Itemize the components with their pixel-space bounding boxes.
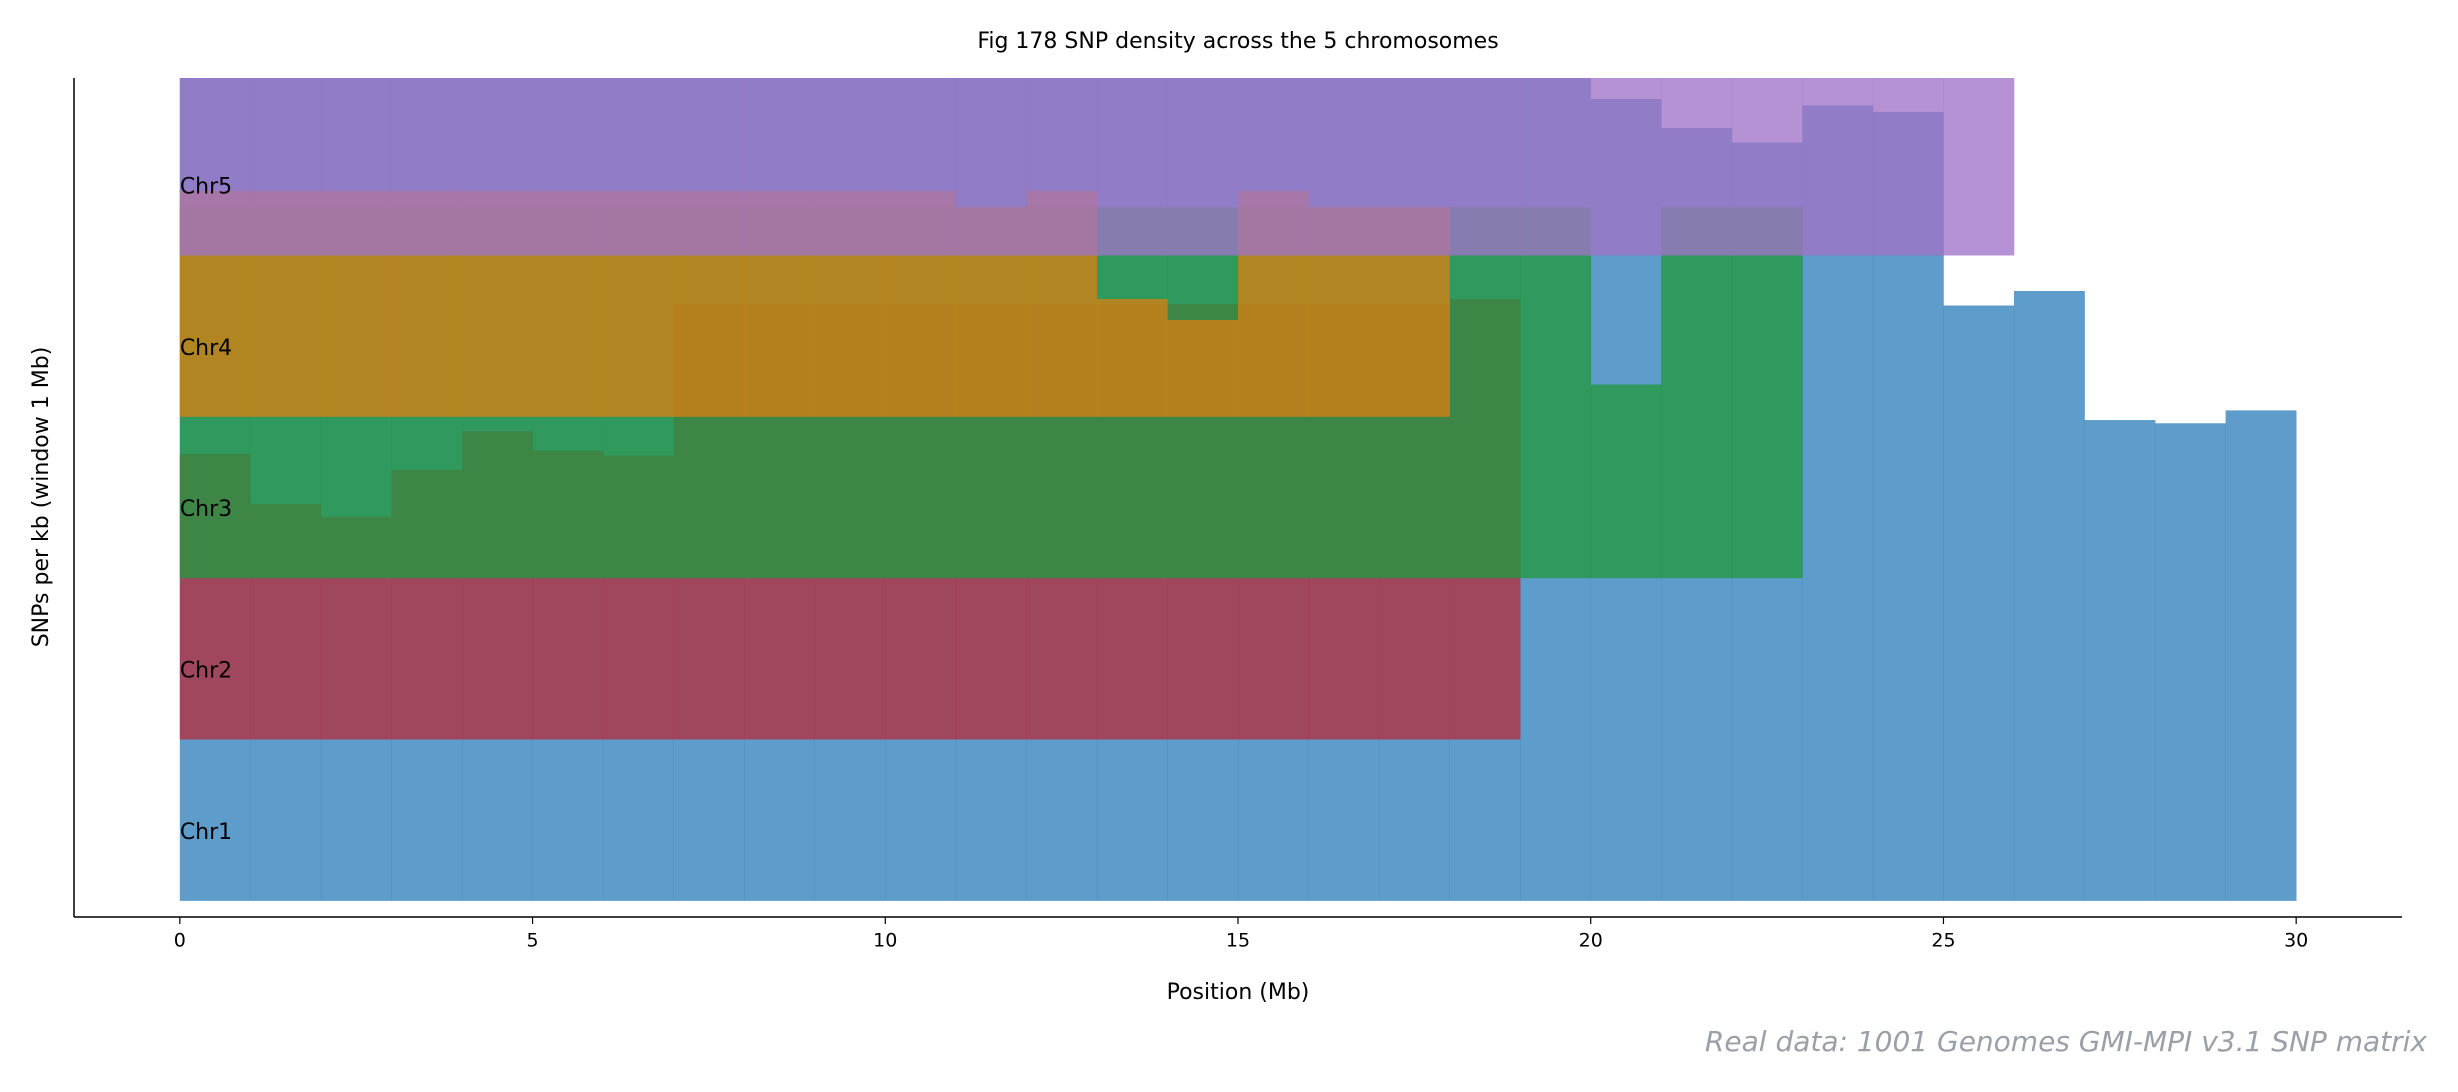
x-tick-label: 25 [1931, 930, 1955, 952]
histogram-bar [603, 78, 674, 256]
histogram-bar [462, 78, 533, 256]
histogram-bar [1661, 78, 1733, 256]
x-tick-label: 15 [1226, 930, 1250, 952]
histogram-bar [1308, 78, 1380, 256]
histogram-bar [1520, 207, 1592, 579]
ridge-label: Chr3 [180, 497, 232, 522]
histogram-bar [1096, 299, 1168, 417]
histogram-bar [1449, 207, 1521, 579]
histogram-bar [1379, 78, 1450, 256]
histogram-bar [179, 78, 251, 256]
histogram-bar [744, 78, 816, 256]
histogram-bar [2014, 290, 2085, 901]
ridge-label: Chr4 [180, 336, 232, 361]
x-tick-label: 10 [873, 930, 897, 952]
chart-title: Fig 178 SNP density across the 5 chromos… [977, 29, 1498, 54]
histogram-bar [320, 78, 392, 256]
histogram-bar [1943, 78, 2015, 256]
footnote: Real data: 1001 Genomes GMI-MPI v3.1 SNP… [1705, 1025, 2427, 1058]
histogram-bar [1731, 207, 1803, 579]
ridge [179, 78, 2015, 256]
histogram-bar [1590, 78, 1662, 256]
x-tick-label: 30 [2284, 930, 2308, 952]
histogram-bar [1520, 78, 1592, 256]
histogram-bar [1096, 78, 1168, 256]
histogram-bar [673, 78, 745, 256]
y-axis-label: SNPs per kb (window 1 Mb) [29, 347, 54, 648]
histogram-bar [250, 78, 322, 256]
histogram-bar [532, 78, 604, 256]
histogram-bar [1661, 207, 1733, 579]
histogram-bar [1449, 78, 1521, 256]
histogram-bar [1872, 78, 1944, 256]
histogram-bar [1167, 320, 1239, 417]
histogram-bar [1802, 78, 1874, 256]
histogram-bar [2225, 410, 2297, 901]
ridge-label: Chr2 [180, 659, 232, 684]
histogram-bar [885, 78, 957, 256]
x-axis-label: Position (Mb) [1167, 980, 1310, 1005]
histogram-bar [814, 78, 886, 256]
histogram-bar [1026, 78, 1098, 256]
histogram-bar [1731, 78, 1803, 256]
x-tick-label: 0 [174, 930, 186, 952]
x-tick-label: 5 [526, 930, 538, 952]
ridge-label: Chr5 [180, 174, 232, 199]
histogram-bar [1590, 384, 1662, 579]
histogram-bar [2155, 423, 2226, 901]
ridge-label: Chr1 [180, 820, 232, 845]
histogram-bar [1943, 305, 2015, 901]
histogram-bar [1167, 78, 1239, 256]
histogram-bar [955, 78, 1027, 256]
histogram-bar [391, 78, 463, 256]
x-tick-label: 20 [1579, 930, 1603, 952]
plot-area [179, 78, 2297, 901]
histogram-bar [2084, 420, 2156, 901]
histogram-bar [1238, 78, 1309, 256]
